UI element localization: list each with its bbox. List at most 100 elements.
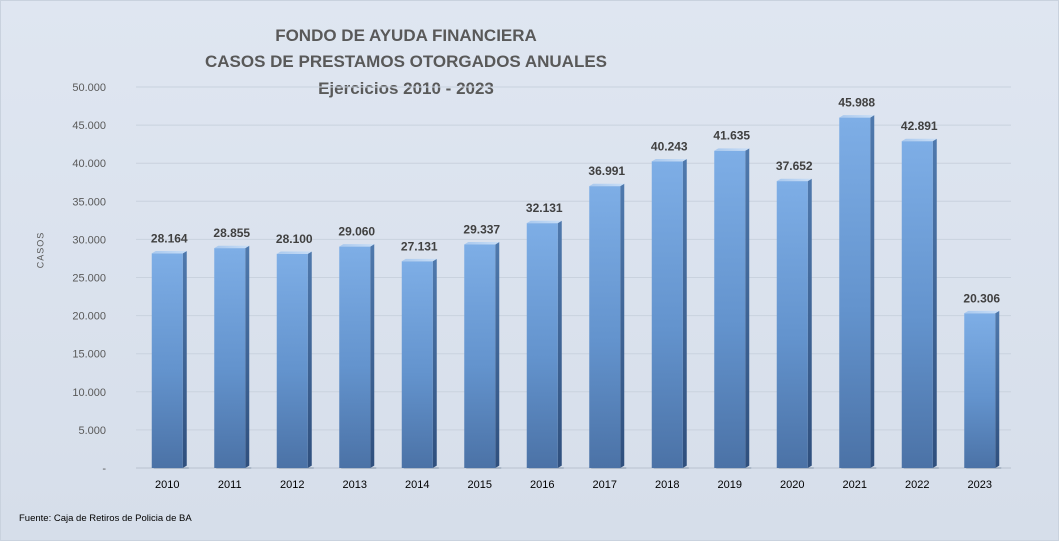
bar-top [651, 158, 687, 162]
bar-front [464, 244, 496, 468]
bar-2013 [339, 244, 377, 469]
data-label: 40.243 [651, 139, 688, 153]
bar-side [932, 138, 937, 469]
bar-2022 [901, 138, 939, 469]
bar-front [714, 150, 746, 468]
data-label: 42.891 [901, 119, 938, 133]
y-tick-label: - [102, 463, 106, 475]
bar-top [276, 251, 312, 254]
bar-top [964, 310, 1000, 314]
y-tick-label: 20.000 [72, 311, 106, 323]
y-tick-label: 5.000 [78, 425, 106, 437]
x-tick-label: 2017 [593, 479, 617, 491]
bars [151, 115, 1002, 469]
bar-front [339, 246, 371, 468]
chart-subtitle-years: Ejercicios 2010 - 2023 [318, 79, 494, 98]
bar-2014 [401, 258, 439, 469]
x-tick-label: 2012 [280, 479, 304, 491]
bar-side [807, 178, 812, 468]
bar-side [245, 245, 250, 468]
bar-2021 [839, 115, 877, 469]
chart-subtitle: CASOS DE PRESTAMOS OTORGADOS ANUALES [204, 52, 608, 71]
y-axis-ticks: - 5.000 10.000 15.000 20.000 25.000 30.000 35.0… [72, 82, 106, 475]
bar-top [589, 183, 625, 187]
bar-top [401, 258, 437, 262]
bar-2010 [151, 250, 189, 469]
bar-top [464, 242, 500, 245]
y-tick-label: 50.000 [72, 82, 106, 94]
bar-side [620, 183, 625, 468]
bar-2011 [214, 245, 252, 469]
bar-front [901, 141, 933, 468]
data-label: 29.060 [338, 225, 375, 239]
x-tick-label: 2011 [218, 479, 242, 491]
bar-2018 [651, 158, 689, 469]
bar-front [401, 261, 433, 468]
bar-top [839, 115, 875, 118]
bar-side [495, 242, 500, 468]
gridlines [136, 86, 1011, 469]
bar-front [651, 161, 683, 469]
bar-front [151, 253, 183, 468]
bar-side [995, 310, 1000, 468]
data-label: 36.991 [588, 164, 625, 178]
data-label: 28.855 [213, 226, 250, 240]
data-label: 28.100 [276, 232, 313, 246]
chart-title: FONDO DE AYUDA FINANCIERA [275, 26, 537, 45]
data-labels: 28.164 28.855 28.100 29.060 27.131 29.337 32.1… [151, 96, 1001, 306]
x-axis-ticks: 2010 2011 2012 2013 2014 2015 2016 2017 2018 2019… [155, 479, 992, 491]
x-tick-label: 2013 [343, 479, 367, 491]
bar-2015 [464, 242, 502, 469]
bar-top [339, 244, 375, 247]
bar-side [307, 251, 312, 468]
x-tick-label: 2019 [718, 479, 742, 491]
bar-top [714, 148, 750, 151]
x-tick-label: 2021 [843, 479, 867, 491]
bar-side [182, 250, 187, 468]
source-note: Fuente: Caja de Retiros de Policia de BA [19, 513, 192, 524]
bar-side [870, 115, 875, 468]
bar-2020 [776, 178, 814, 469]
bar-front [589, 186, 621, 468]
data-label: 20.306 [963, 291, 1000, 305]
data-label: 45.988 [838, 96, 875, 110]
x-tick-label: 2020 [780, 479, 804, 491]
x-tick-label: 2022 [905, 479, 929, 491]
bar-2017 [589, 183, 627, 469]
bar-2023 [964, 310, 1002, 469]
x-tick-label: 2010 [155, 479, 179, 491]
data-label: 27.131 [401, 239, 438, 253]
y-tick-label: 15.000 [72, 349, 106, 361]
bar-top [776, 178, 812, 182]
bar-front [839, 117, 871, 468]
data-label: 32.131 [526, 201, 563, 215]
data-label: 29.337 [463, 222, 500, 236]
data-label: 28.164 [151, 231, 188, 245]
data-label: 37.652 [776, 159, 813, 173]
bar-top [151, 250, 187, 254]
bar-front [276, 253, 308, 468]
y-tick-label: 25.000 [72, 273, 106, 285]
data-label: 41.635 [713, 129, 750, 143]
y-tick-label: 10.000 [72, 387, 106, 399]
x-tick-label: 2018 [655, 479, 679, 491]
bar-2016 [526, 220, 564, 469]
y-tick-label: 40.000 [72, 158, 106, 170]
x-tick-label: 2015 [468, 479, 492, 491]
x-tick-label: 2023 [968, 479, 992, 491]
bar-front [526, 223, 558, 468]
bar-side [682, 158, 687, 468]
bar-front [964, 313, 996, 468]
y-tick-label: 30.000 [72, 234, 106, 246]
x-tick-label: 2016 [530, 479, 554, 491]
bar-top [901, 138, 937, 142]
bar-side [557, 220, 562, 468]
bar-2012 [276, 251, 314, 469]
bar-side [432, 258, 437, 468]
bar-front [214, 248, 246, 468]
x-tick-label: 2014 [405, 479, 429, 491]
bar-top [214, 245, 250, 249]
bar-front [776, 181, 808, 468]
